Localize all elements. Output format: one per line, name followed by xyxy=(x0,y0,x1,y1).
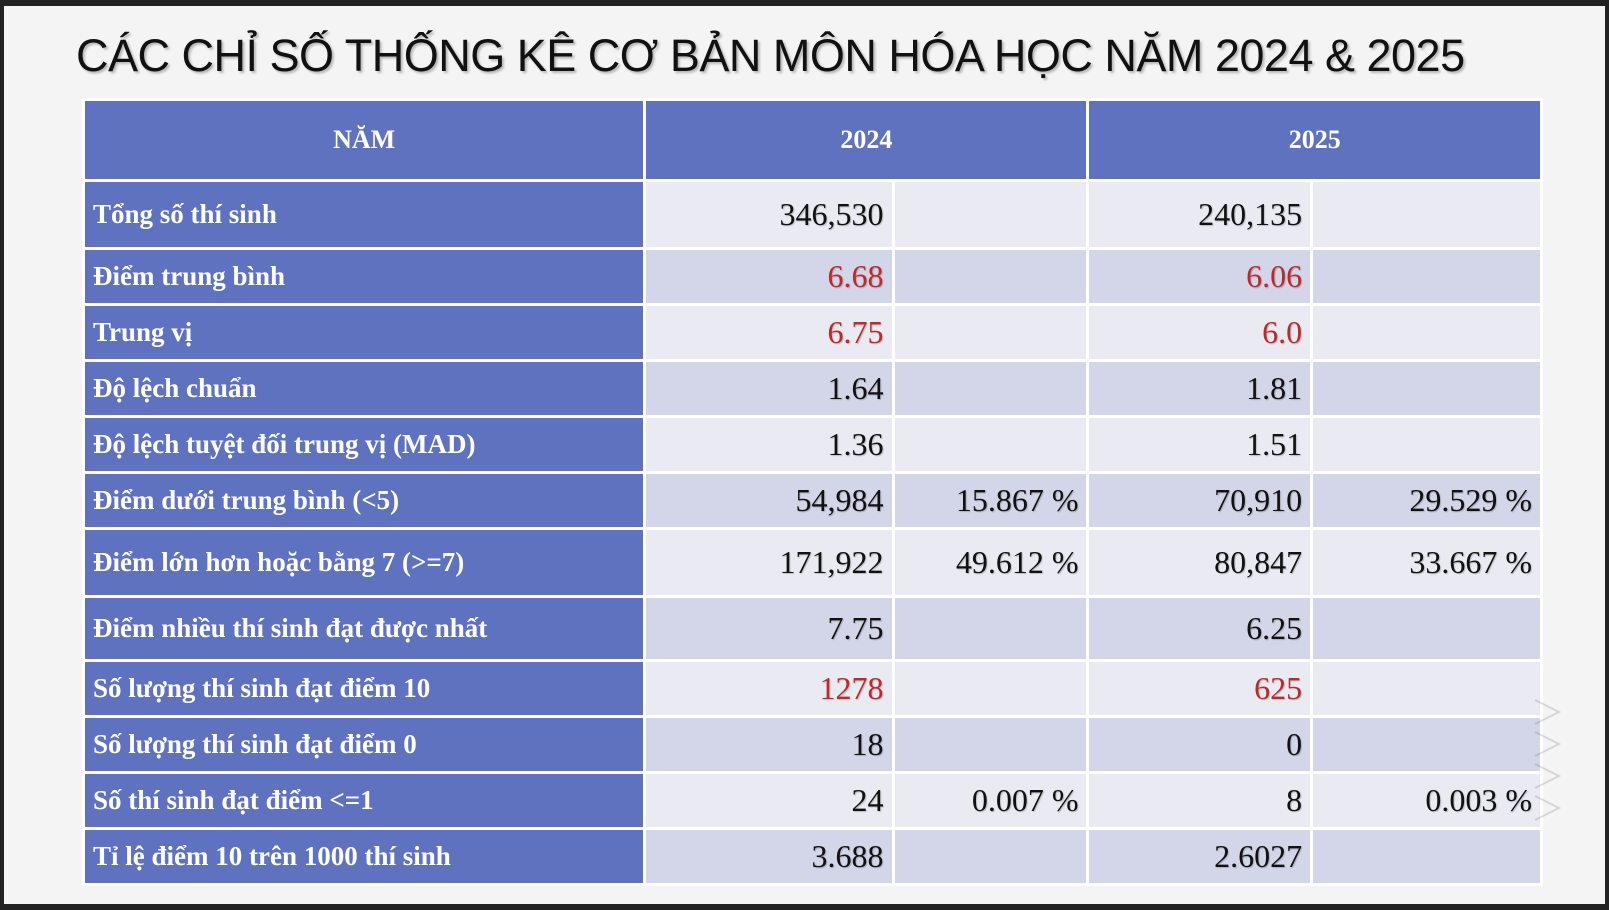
value-2025: 6.0 xyxy=(1086,303,1314,362)
table-body: Tổng số thí sinh 346,530 240,135 Điểm tr… xyxy=(81,179,1543,886)
percent-2024 xyxy=(891,359,1090,418)
value-2024: 1278 xyxy=(643,659,895,718)
row-label: Điểm nhiều thí sinh đạt được nhất xyxy=(81,595,647,662)
table-row: Điểm lớn hơn hoặc bằng 7 (>=7) 171,922 4… xyxy=(81,527,1543,598)
value-2024: 3.688 xyxy=(643,827,895,886)
row-label: Độ lệch tuyệt đối trung vị (MAD) xyxy=(81,415,647,474)
row-label: Tổng số thí sinh xyxy=(81,179,647,250)
value-2025: 1.81 xyxy=(1086,359,1314,418)
value-2025: 6.06 xyxy=(1086,247,1314,306)
row-label: Số lượng thí sinh đạt điểm 0 xyxy=(81,715,647,774)
value-2024: 24 xyxy=(643,771,895,830)
slide-title: CÁC CHỈ SỐ THỐNG KÊ CƠ BẢN MÔN HÓA HỌC N… xyxy=(76,30,1465,81)
value-2024: 7.75 xyxy=(643,595,895,662)
percent-2025: 33.667 % xyxy=(1310,527,1543,598)
value-2024: 1.64 xyxy=(643,359,895,418)
value-2024: 6.75 xyxy=(643,303,895,362)
table-row: Điểm dưới trung bình (<5) 54,984 15.867 … xyxy=(81,471,1543,530)
row-label: Trung vị xyxy=(81,303,647,362)
table-row: Số thí sinh đạt điểm <=1 24 0.007 % 8 0.… xyxy=(81,771,1543,830)
table-row: Tổng số thí sinh 346,530 240,135 xyxy=(81,179,1543,250)
percent-2024 xyxy=(891,715,1090,774)
row-label: Số lượng thí sinh đạt điểm 10 xyxy=(81,659,647,718)
table-row: Độ lệch chuẩn 1.64 1.81 xyxy=(81,359,1543,418)
row-label: Tỉ lệ điểm 10 trên 1000 thí sinh xyxy=(81,827,647,886)
value-2025: 70,910 xyxy=(1086,471,1314,530)
slide: CÁC CHỈ SỐ THỐNG KÊ CƠ BẢN MÔN HÓA HỌC N… xyxy=(4,6,1605,904)
value-2025: 8 xyxy=(1086,771,1314,830)
header-year-2025: 2025 xyxy=(1086,98,1543,182)
percent-2024 xyxy=(891,247,1090,306)
table-row: Số lượng thí sinh đạt điểm 10 1278 625 xyxy=(81,659,1543,718)
header-label: NĂM xyxy=(81,98,647,182)
value-2024: 6.68 xyxy=(643,247,895,306)
percent-2025 xyxy=(1310,715,1543,774)
value-2025: 0 xyxy=(1086,715,1314,774)
percent-2024 xyxy=(891,595,1090,662)
percent-2025 xyxy=(1310,359,1543,418)
value-2024: 54,984 xyxy=(643,471,895,530)
value-2025: 625 xyxy=(1086,659,1314,718)
value-2025: 6.25 xyxy=(1086,595,1314,662)
percent-2024: 15.867 % xyxy=(891,471,1090,530)
percent-2024 xyxy=(891,415,1090,474)
stats-table: NĂM 2024 2025 Tổng số thí sinh 346,530 2… xyxy=(81,98,1543,886)
percent-2024 xyxy=(891,179,1090,250)
percent-2025: 0.003 % xyxy=(1310,771,1543,830)
table-row: Số lượng thí sinh đạt điểm 0 18 0 xyxy=(81,715,1543,774)
row-label: Số thí sinh đạt điểm <=1 xyxy=(81,771,647,830)
value-2025: 2.6027 xyxy=(1086,827,1314,886)
row-label: Điểm dưới trung bình (<5) xyxy=(81,471,647,530)
percent-2025 xyxy=(1310,595,1543,662)
percent-2024: 49.612 % xyxy=(891,527,1090,598)
value-2024: 346,530 xyxy=(643,179,895,250)
row-label: Điểm trung bình xyxy=(81,247,647,306)
watermark-logo xyxy=(1534,699,1562,821)
value-2025: 80,847 xyxy=(1086,527,1314,598)
percent-2025 xyxy=(1310,303,1543,362)
value-2025: 1.51 xyxy=(1086,415,1314,474)
percent-2024 xyxy=(891,659,1090,718)
header-year-2024: 2024 xyxy=(643,98,1090,182)
table-row: Tỉ lệ điểm 10 trên 1000 thí sinh 3.688 2… xyxy=(81,827,1543,886)
row-label: Điểm lớn hơn hoặc bằng 7 (>=7) xyxy=(81,527,647,598)
value-2024: 1.36 xyxy=(643,415,895,474)
percent-2025 xyxy=(1310,827,1543,886)
value-2024: 18 xyxy=(643,715,895,774)
header-row: NĂM 2024 2025 xyxy=(81,98,1543,182)
table-row: Độ lệch tuyệt đối trung vị (MAD) 1.36 1.… xyxy=(81,415,1543,474)
percent-2025 xyxy=(1310,179,1543,250)
percent-2025 xyxy=(1310,659,1543,718)
table-row: Trung vị 6.75 6.0 xyxy=(81,303,1543,362)
table-row: Điểm trung bình 6.68 6.06 xyxy=(81,247,1543,306)
table-row: Điểm nhiều thí sinh đạt được nhất 7.75 6… xyxy=(81,595,1543,662)
percent-2024 xyxy=(891,827,1090,886)
percent-2024 xyxy=(891,303,1090,362)
percent-2025 xyxy=(1310,247,1543,306)
percent-2024: 0.007 % xyxy=(891,771,1090,830)
value-2025: 240,135 xyxy=(1086,179,1314,250)
row-label: Độ lệch chuẩn xyxy=(81,359,647,418)
percent-2025 xyxy=(1310,415,1543,474)
value-2024: 171,922 xyxy=(643,527,895,598)
percent-2025: 29.529 % xyxy=(1310,471,1543,530)
